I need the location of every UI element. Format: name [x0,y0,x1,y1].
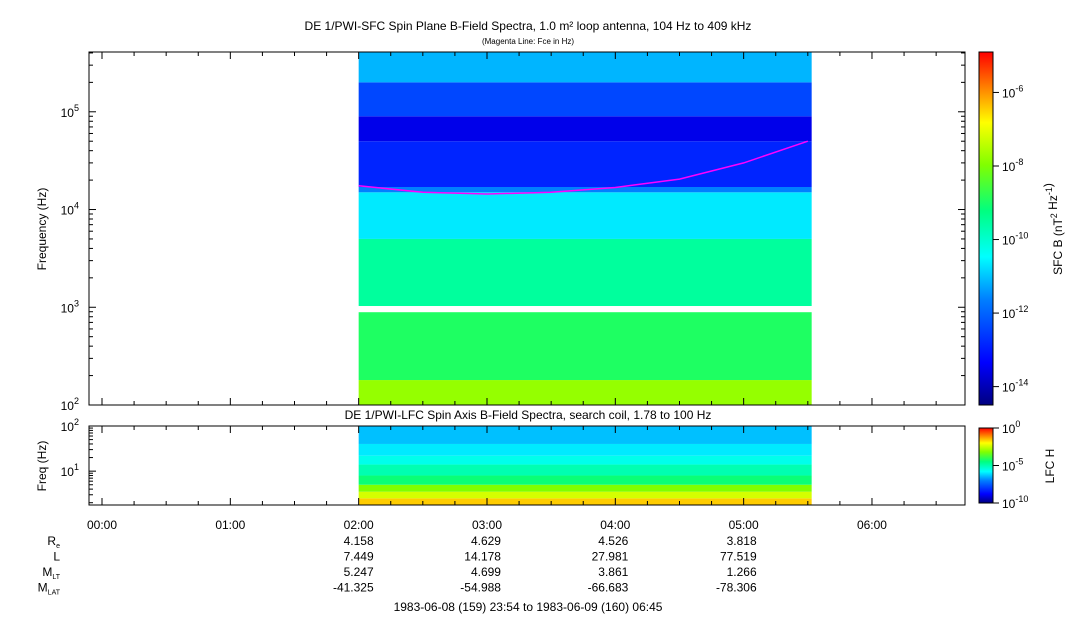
top-spectrogram-band-3 [358,141,812,188]
time-tick-label: 04:00 [600,518,630,532]
ephemeris-table: Re 4.158 4.629 4.526 3.818 L 7.449 14.178 27.981… [38,534,757,597]
bottom-spectrogram-band-2 [358,484,812,492]
ephemeris-value: 14.178 [464,550,501,564]
fce-magenta-line [358,140,809,195]
bottom-spectrogram-band-4 [358,464,812,476]
top-spectrogram-band-7 [358,380,812,405]
time-tick-label: 02:00 [344,518,374,532]
top-y-tick-label: 105 [61,103,79,120]
top-spectrogram-band-8 [358,312,812,381]
ephemeris-value: 4.158 [344,534,374,548]
ephemeris-value: 5.247 [344,565,374,579]
bottom-y-axis: 101 102 [61,417,96,504]
top-colorbar-tick-label: 10-6 [1002,83,1023,100]
top-colorbar-tick-label: 10-14 [1002,378,1028,395]
top-y-tick-label: 103 [61,298,79,315]
time-tick-label: 03:00 [472,518,502,532]
ephemeris-value: 3.818 [727,534,757,548]
bottom-spectrogram-band-7 [358,426,812,444]
bottom-spectrogram-band-0 [358,498,812,505]
bottom-colorbar [978,427,994,504]
bottom-colorbar-ticks: 100 10-5 10-10 [993,419,1028,511]
bottom-y-tick-label: 101 [61,462,79,479]
top-plot-frame [88,51,966,406]
ephemeris-row-label: L [53,550,60,564]
bottom-colorbar-tick-label: 10-5 [1002,457,1023,474]
bottom-spectrogram-band-3 [358,475,812,485]
top-spectrogram-band-1 [358,192,812,239]
bottom-spectrogram [358,426,812,505]
ephemeris-row-label: Re [47,534,60,550]
time-range-caption: 1983-06-08 (159) 23:54 to 1983-06-09 (16… [394,600,663,614]
top-spectrogram-band-6 [358,52,812,83]
ephemeris-value: 4.699 [471,565,501,579]
ephemeris-row-label: MLAT [38,581,61,597]
top-colorbar [978,51,994,406]
top-colorbar-ticks: 10-6 10-8 10-10 10-12 10-14 [993,83,1028,395]
bottom-spectrogram-band-5 [358,455,812,465]
bottom-y-axis-label: Freq (Hz) [35,441,49,492]
bottom-spectrogram-band-6 [358,443,812,456]
ephemeris-value: -41.325 [333,581,374,595]
bottom-colorbar-tick-label: 100 [1002,419,1020,436]
time-tick-label: 01:00 [215,518,245,532]
ephemeris-value: -54.988 [460,581,501,595]
ephemeris-value: 77.519 [720,550,757,564]
ephemeris-row-label: MLT [42,565,60,581]
top-colorbar-tick-label: 10-10 [1002,231,1028,248]
top-spectrogram [358,52,812,405]
top-y-tick-label: 104 [61,201,79,218]
ephemeris-value: 1.266 [727,565,757,579]
bottom-panel-title: DE 1/PWI-LFC Spin Axis B-Field Spectra, … [345,408,712,422]
top-spectrogram-band-4 [358,116,812,142]
top-colorbar-label: SFC B (nT2 Hz-1) [1041,183,1065,275]
top-spectrogram-band-0 [358,238,812,307]
ephemeris-value: 3.861 [598,565,628,579]
ephemeris-value: -78.306 [716,581,757,595]
top-colorbar-tick-label: 10-12 [1002,304,1028,321]
bottom-spectrogram-band-1 [358,491,812,499]
top-colorbar-tick-label: 10-8 [1002,157,1023,174]
time-tick-label: 00:00 [87,518,117,532]
ephemeris-value: 4.526 [598,534,628,548]
ephemeris-value: -66.683 [588,581,629,595]
top-spectrogram-band-5 [358,82,812,117]
top-y-axis-label: Frequency (Hz) [35,188,49,271]
bottom-colorbar-tick-label: 10-10 [1002,494,1028,511]
top-panel-title: DE 1/PWI-SFC Spin Plane B-Field Spectra,… [305,19,752,33]
time-tick-label: 05:00 [729,518,759,532]
time-tick-label: 06:00 [857,518,887,532]
top-y-tick-label: 102 [61,396,79,413]
top-panel-subtitle: (Magenta Line: Fce in Hz) [482,37,574,46]
ephemeris-value: 27.981 [592,550,629,564]
bottom-colorbar-label: LFC H [1043,449,1057,484]
time-axis: 00:00 01:00 02:00 03:00 04:00 05:00 06:00 [87,52,937,532]
ephemeris-value: 4.629 [471,534,501,548]
bottom-y-tick-label: 102 [61,417,79,434]
bottom-plot-frame [88,425,966,506]
ephemeris-value: 7.449 [344,550,374,564]
